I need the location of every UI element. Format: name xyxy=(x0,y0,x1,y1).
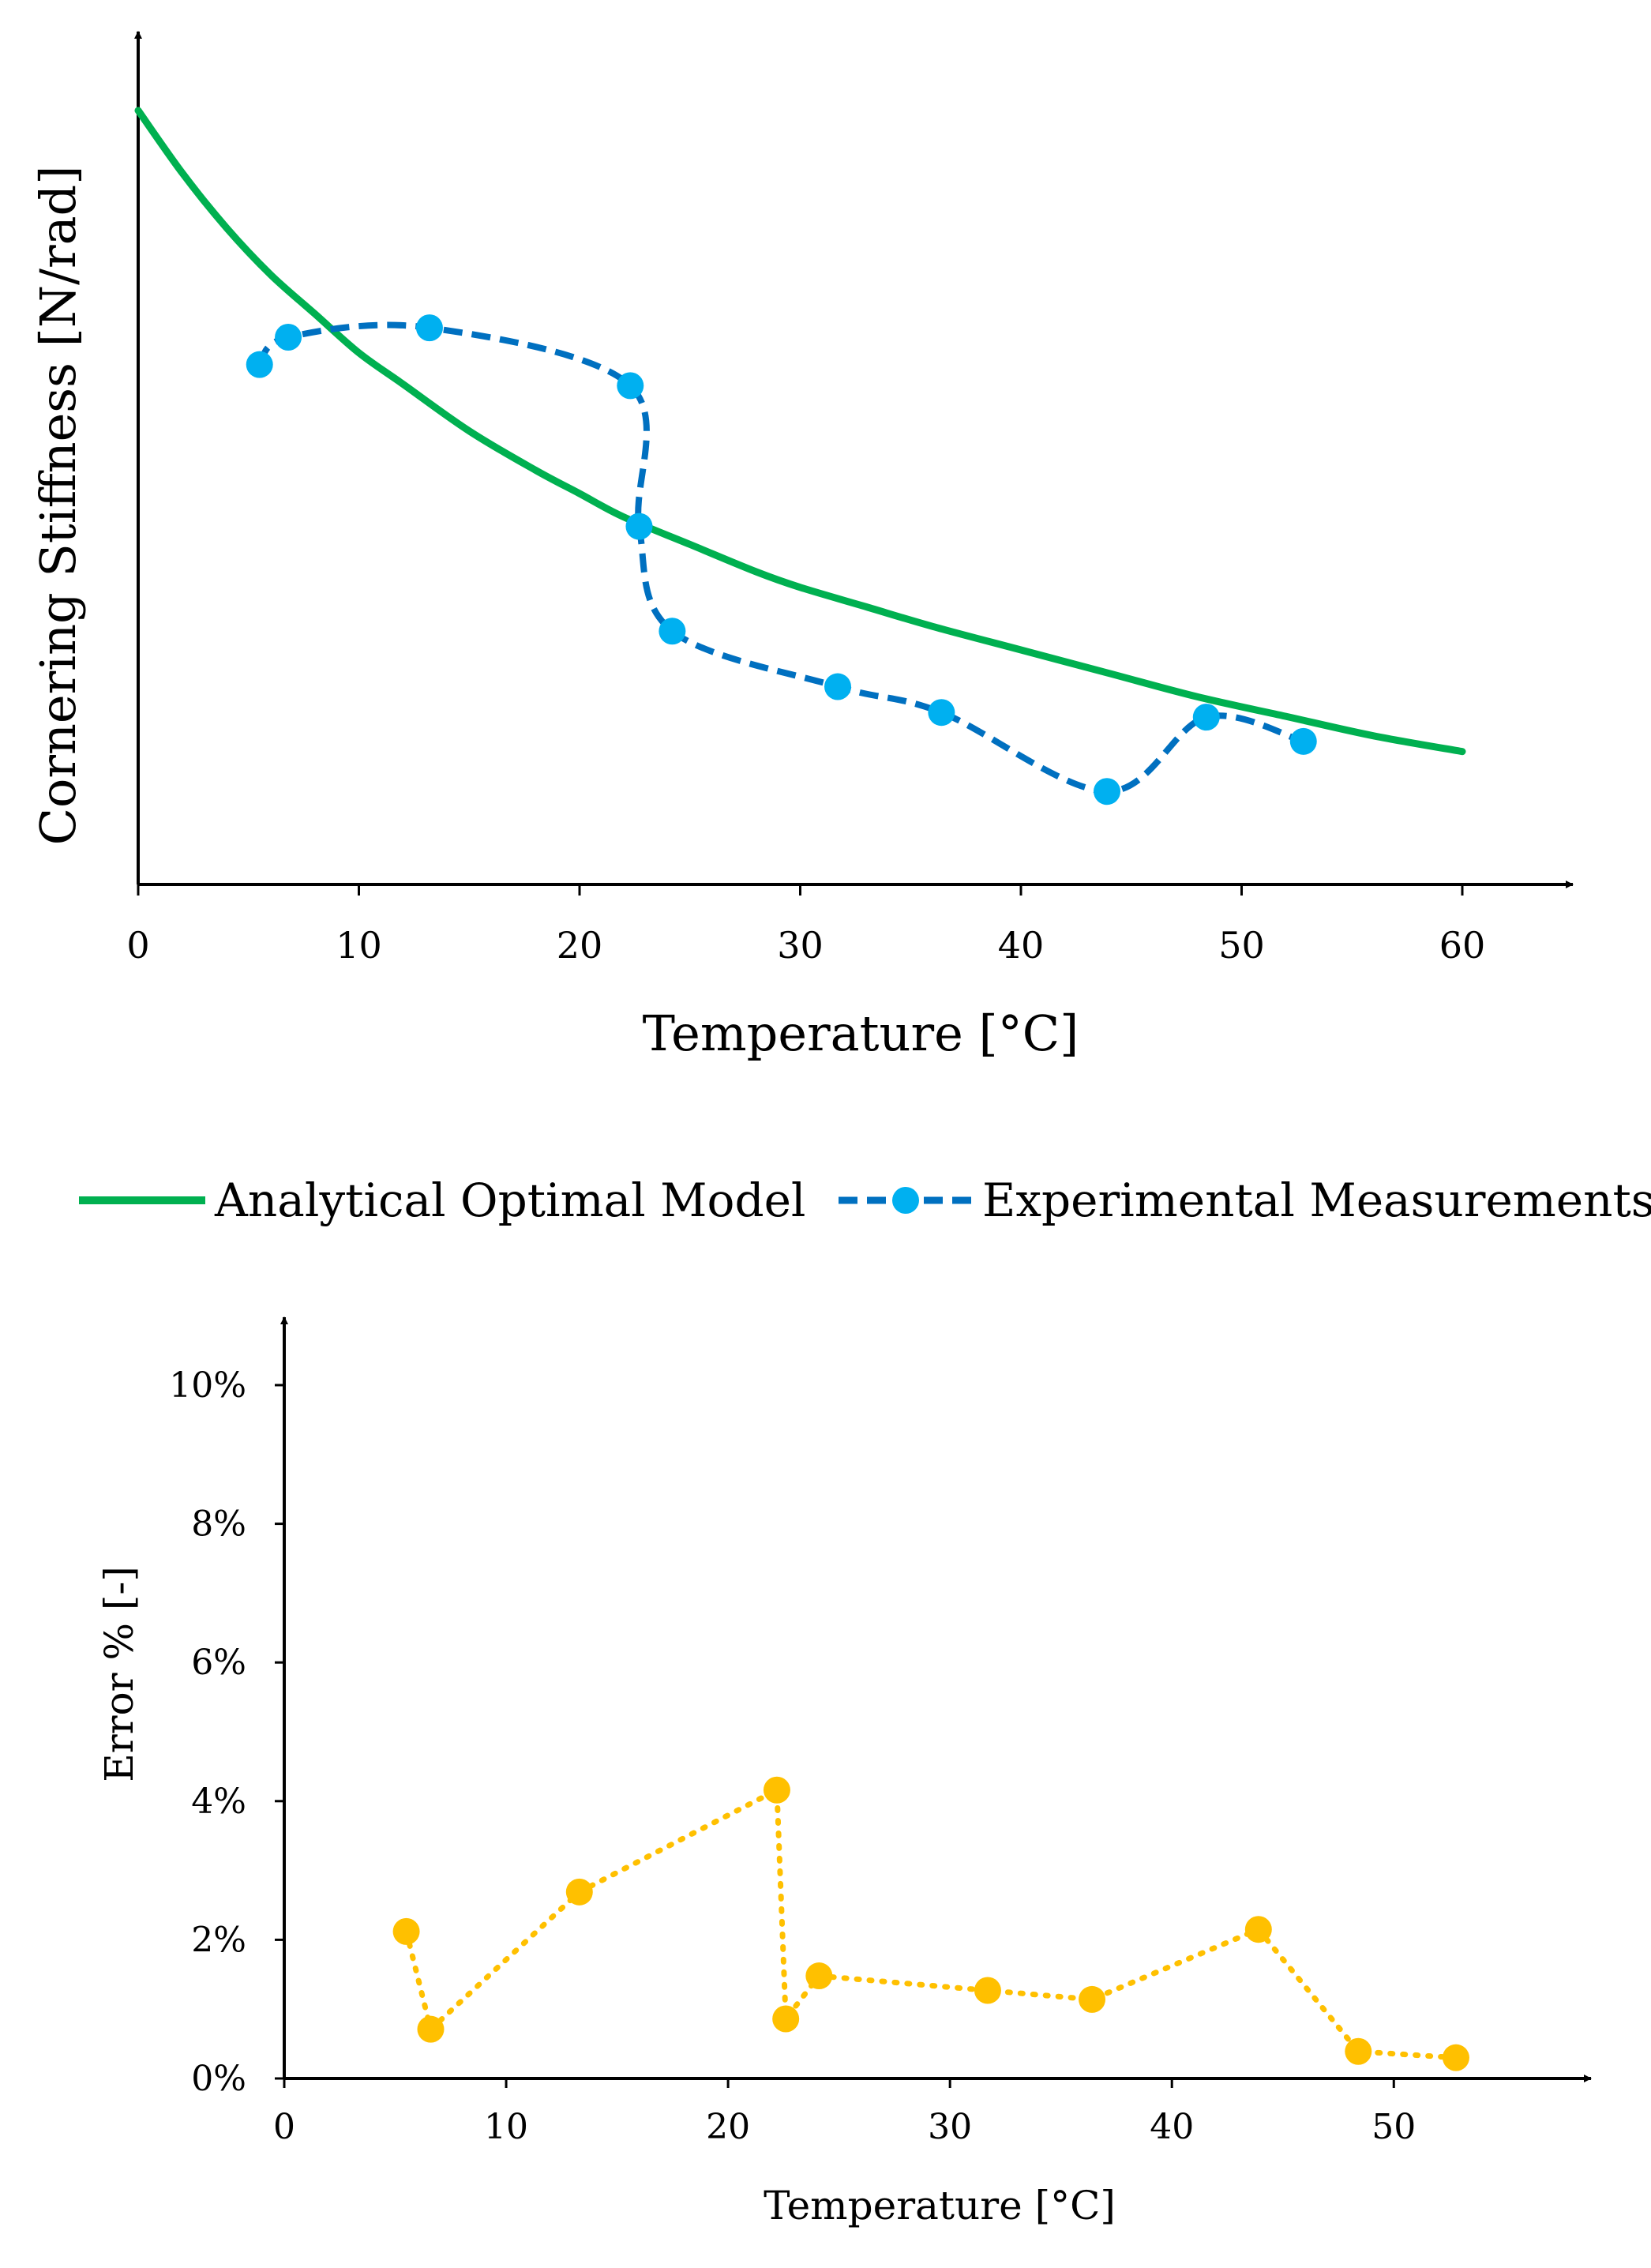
chart1-x-tick-label: 0 xyxy=(126,924,149,967)
data-point-error xyxy=(392,1917,420,1945)
chart1-x-tick-label: 50 xyxy=(1218,924,1265,967)
data-point-experimental xyxy=(617,372,644,400)
legend-entry-experimental: Experimental Measurements xyxy=(839,1173,1651,1227)
data-point-experimental xyxy=(1289,727,1317,755)
data-point-error xyxy=(763,1776,790,1804)
data-point-error xyxy=(565,1878,593,1906)
data-point-error xyxy=(974,1977,1001,2004)
chart2-x-tick-labels: 0 10 20 30 40 50 xyxy=(273,2107,1416,2147)
series-line-analytical-optimal-model xyxy=(134,107,1466,756)
legend-marker-experimental xyxy=(892,1187,919,1214)
series-line-error xyxy=(403,1787,1459,2061)
legend-label-experimental: Experimental Measurements xyxy=(982,1173,1651,1227)
chart2-y-tick-label: 2% xyxy=(191,1920,246,1960)
chart2-y-tick-label: 4% xyxy=(191,1782,246,1822)
chart1-x-tick-label: 10 xyxy=(336,924,382,967)
chart2-x-tick-label: 20 xyxy=(706,2107,750,2147)
chart2-y-tick-label: 8% xyxy=(191,1504,246,1545)
data-point-error xyxy=(1244,1916,1272,1943)
chart1-legend: Analytical Optimal Model Experimental Me… xyxy=(79,1173,1651,1227)
data-point-error xyxy=(1345,2037,1372,2065)
data-point-error xyxy=(417,2015,445,2043)
data-point-experimental xyxy=(824,673,852,700)
data-point-experimental xyxy=(1094,778,1121,805)
chart2-x-tick-label: 10 xyxy=(484,2107,528,2147)
chart2-x-tick-label: 40 xyxy=(1150,2107,1194,2147)
data-point-error xyxy=(805,1962,833,1990)
chart2-x-tick-label: 30 xyxy=(928,2107,972,2147)
data-point-experimental xyxy=(275,324,302,351)
chart2-y-tick-label: 6% xyxy=(191,1643,246,1683)
chart2-x-tick-label: 0 xyxy=(273,2107,295,2147)
cornering-stiffness-chart: 0 10 20 30 40 50 60 Temperature [°C] Cornering… xyxy=(29,31,1574,1062)
chart2-x-axis-label: Temperature [°C] xyxy=(764,2183,1116,2229)
data-point-experimental xyxy=(1192,704,1220,731)
data-point-error xyxy=(1442,2044,1469,2071)
data-point-experimental xyxy=(625,513,653,540)
chart1-x-tick-labels: 0 10 20 30 40 50 60 xyxy=(126,924,1485,967)
legend-label-analytical: Analytical Optimal Model xyxy=(214,1173,805,1227)
chart1-x-tick-label: 60 xyxy=(1439,924,1486,967)
error-percent-chart: 0 10 20 30 40 50 0% 2% 4% 6% 8% 10% Temperature [°… xyxy=(96,1316,1592,2229)
chart2-y-tick-label: 0% xyxy=(191,2059,246,2099)
chart1-plot-area xyxy=(134,31,1574,896)
chart1-x-tick-label: 40 xyxy=(998,924,1045,967)
data-point-experimental xyxy=(659,618,686,645)
chart2-y-tick-labels: 0% 2% 4% 6% 8% 10% xyxy=(169,1365,246,2099)
data-point-experimental xyxy=(246,351,273,378)
chart1-x-tick-label: 20 xyxy=(557,924,603,967)
legend-entry-analytical: Analytical Optimal Model xyxy=(79,1173,805,1227)
data-point-experimental xyxy=(415,314,443,342)
data-point-error xyxy=(1079,1985,1106,2013)
chart2-x-tick-label: 50 xyxy=(1371,2107,1416,2147)
data-point-experimental xyxy=(928,699,955,727)
chart2-plot-area xyxy=(275,1316,1592,2088)
chart1-x-tick-label: 30 xyxy=(777,924,824,967)
data-point-error xyxy=(772,2005,800,2033)
chart2-y-tick-label: 10% xyxy=(169,1365,246,1406)
chart2-y-axis-label: Error % [-] xyxy=(96,1566,142,1782)
chart1-x-axis-label: Temperature [°C] xyxy=(643,1004,1079,1062)
chart1-y-axis-label: Cornering Stiffness [N/rad] xyxy=(29,166,87,846)
